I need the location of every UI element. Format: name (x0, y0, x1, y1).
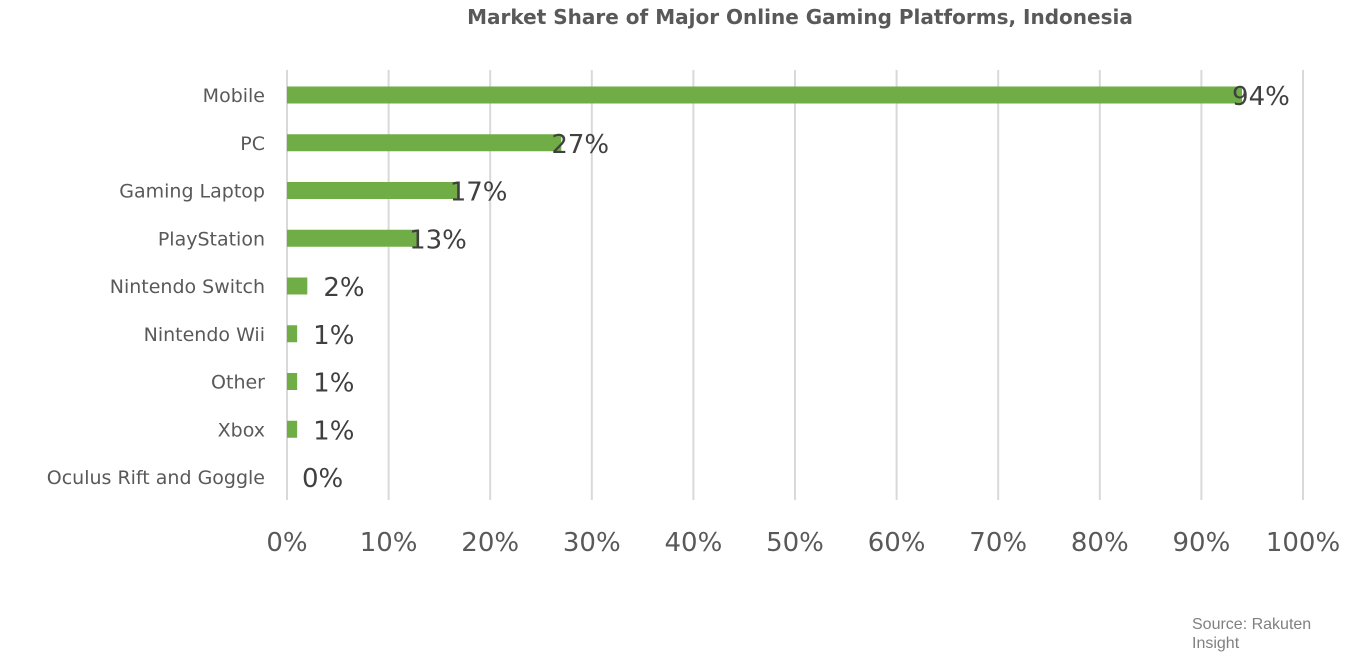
bar (287, 277, 308, 295)
x-tick-label: 0% (266, 528, 307, 558)
bar (287, 86, 1243, 104)
bars (287, 86, 1243, 438)
x-tick-label: 100% (1266, 528, 1340, 558)
category-label: Xbox (218, 419, 265, 441)
data-label: 1% (313, 416, 354, 446)
bar (287, 420, 298, 438)
bar (287, 182, 460, 199)
category-label: Other (211, 372, 265, 394)
data-label: 17% (450, 178, 508, 208)
x-tick-label: 50% (766, 528, 824, 558)
category-label: Nintendo Switch (110, 276, 265, 298)
data-label: 27% (551, 130, 609, 160)
data-label: 2% (323, 273, 364, 303)
category-label: PC (240, 133, 265, 155)
x-axis-tick-labels: 0% 10% 20% 30% 40% 50% 60% 70% 80% 90% 100% (266, 528, 1340, 558)
x-tick-label: 10% (360, 528, 418, 558)
x-tick-label: 90% (1173, 528, 1231, 558)
data-label: 94% (1232, 82, 1290, 112)
bar (287, 134, 562, 152)
category-label: Oculus Rift and Goggle (47, 467, 265, 489)
chart-title: Market Share of Major Online Gaming Plat… (467, 5, 1133, 29)
category-labels: Mobile PC Gaming Laptop PlayStation Nintendo… (47, 85, 265, 489)
source-note: Source: Rakuten Insight (1192, 616, 1312, 652)
x-tick-label: 60% (868, 528, 926, 558)
x-tick-label: 80% (1071, 528, 1129, 558)
data-label: 13% (409, 225, 467, 255)
x-tick-label: 70% (969, 528, 1027, 558)
category-label: Nintendo Wii (144, 324, 265, 346)
data-label: 1% (313, 369, 354, 399)
bar (287, 325, 298, 343)
x-tick-label: 40% (665, 528, 723, 558)
data-labels: 94% 27% 17% 13% 2% 1% 1% 1% 0% (302, 82, 1290, 494)
bar (287, 373, 298, 390)
bar (287, 229, 420, 247)
x-tick-label: 30% (563, 528, 621, 558)
data-label: 1% (313, 321, 354, 351)
data-label: 0% (302, 464, 343, 494)
x-tick-label: 20% (461, 528, 519, 558)
category-label: Gaming Laptop (119, 181, 265, 203)
category-label: Mobile (203, 85, 265, 107)
category-label: PlayStation (158, 228, 265, 250)
